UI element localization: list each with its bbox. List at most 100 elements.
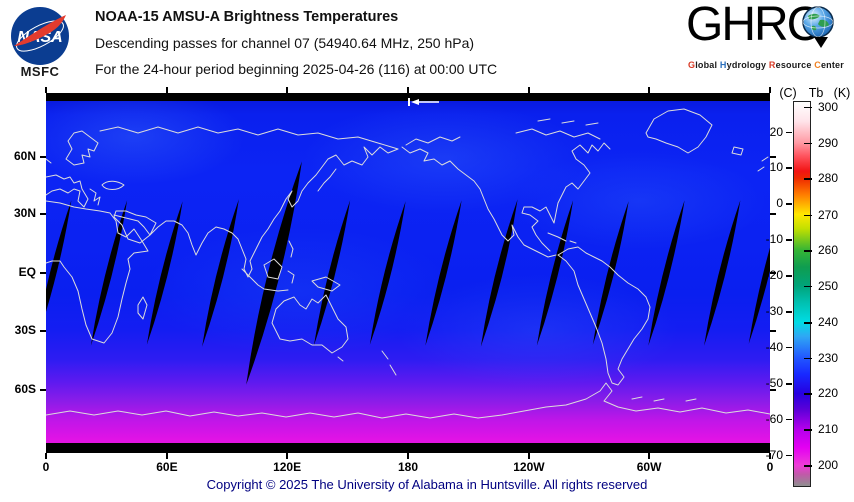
longitude-label: 60E: [156, 460, 178, 474]
colorbar: (C) Tb (K) 300 290 280 270 260 250 240 230 220 21…: [766, 86, 854, 496]
celsius-tick: [786, 311, 792, 313]
kelvin-tick: [804, 250, 812, 252]
celsius-tick: [786, 346, 792, 349]
orbit-gap: [90, 200, 128, 346]
longitude-tick: [45, 453, 47, 459]
longitude-label: 60W: [636, 460, 662, 474]
longitude-tick: [165, 87, 168, 93]
latitude-label: 30N: [13, 205, 36, 220]
longitude-tick: [165, 453, 168, 459]
latitude-tick: [40, 388, 46, 391]
latitude-tick: [770, 156, 776, 158]
latitude-tick: [40, 212, 46, 215]
orbit-gap: [313, 200, 351, 346]
orbit-gap: [704, 200, 741, 346]
celsius-tick-label: 10: [769, 160, 783, 175]
orbit-gap: [648, 200, 685, 346]
latitude-tick: [40, 329, 46, 332]
ghrc-tagline-part: R: [768, 60, 776, 70]
longitude-tick: [527, 453, 530, 459]
longitude-tick: [769, 87, 771, 93]
globe-stand-icon: [814, 37, 828, 48]
latitude-tick: [770, 212, 776, 215]
celsius-tick-label: -10: [765, 232, 783, 247]
ghrc-logo: GHRC Global Hydrology Resource Center: [686, 0, 850, 82]
latitude-label: EQ: [18, 264, 36, 279]
celsius-tick-label: -40: [765, 339, 783, 354]
orbit-gap: [748, 202, 770, 344]
kelvin-tick-label: 210: [818, 422, 839, 437]
longitude-tick: [286, 87, 289, 93]
kelvin-tick-label: 220: [818, 386, 839, 401]
ghrc-tagline-part: enter: [820, 60, 844, 70]
kelvin-tick: [804, 285, 812, 288]
map-frame: 60N 30N EQ 30S 60S 0 60E 120E 180 120W 60W 0: [14, 87, 776, 474]
kelvin-tick-label: 230: [818, 350, 839, 365]
longitude-label: 0: [766, 460, 774, 474]
kelvin-tick: [804, 322, 812, 324]
ghrc-tagline-part: G: [688, 60, 696, 70]
celsius-tick-label: -30: [765, 304, 783, 319]
longitude-tick: [286, 453, 289, 459]
kelvin-tick: [804, 106, 812, 109]
orbit-gap: [46, 200, 72, 346]
longitude-tick: [648, 453, 651, 459]
kelvin-tick: [804, 357, 812, 360]
orbit-gap: [425, 200, 462, 346]
page-subtitle-channel: Descending passes for channel 07 (54940.…: [95, 35, 475, 51]
latitude-tick: [770, 329, 776, 332]
latitude-label: 60S: [14, 381, 36, 396]
longitude-tick: [648, 87, 651, 93]
celsius-tick: [786, 239, 792, 241]
longitude-label: 120E: [273, 460, 302, 474]
longitude-label: 120W: [513, 460, 545, 474]
page-title: NOAA-15 AMSU-A Brightness Temperatures: [95, 9, 399, 25]
kelvin-tick: [804, 178, 812, 180]
orbit-gap: [592, 201, 629, 345]
celsius-tick: [786, 167, 792, 169]
ghrc-tagline-part: esource: [775, 60, 815, 70]
kelvin-tick-label: 260: [818, 243, 839, 258]
longitude-tick: [769, 453, 771, 459]
kelvin-tick: [804, 465, 812, 467]
kelvin-tick-label: 290: [818, 135, 839, 150]
longitude-tick: [407, 453, 409, 459]
celsius-tick-label: 20: [769, 124, 783, 139]
ghrc-tagline-part: lobal: [695, 60, 720, 70]
orbit-gap: [480, 199, 518, 347]
latitude-label: 60N: [13, 149, 36, 163]
kelvin-tick-label: 300: [818, 99, 839, 114]
kelvin-tick-label: 240: [818, 315, 839, 330]
celsius-tick: [786, 203, 792, 205]
celsius-tick: [786, 383, 792, 385]
longitude-label: 180: [397, 460, 419, 474]
longitude-tick: [527, 87, 530, 93]
page-subtitle-period: For the 24-hour period beginning 2025-04…: [95, 61, 498, 77]
globe-icon: [802, 6, 834, 38]
longitude-label: 0: [42, 460, 50, 474]
orbit-gap: [246, 161, 302, 385]
colorbar-kelvin-header: (K): [833, 86, 851, 100]
ghrc-tagline: Global Hydrology Resource Center: [688, 60, 850, 70]
map-overlay: [46, 108, 770, 419]
nasa-logo: NASA: [10, 6, 70, 66]
kelvin-tick-label: 200: [818, 458, 839, 473]
latitude-tick: [770, 388, 776, 391]
celsius-tick: [786, 131, 792, 134]
kelvin-tick: [804, 393, 812, 395]
kelvin-tick-label: 250: [818, 278, 839, 293]
celsius-tick: [786, 275, 792, 277]
celsius-tick: [786, 454, 792, 457]
celsius-tick-label: 0: [776, 196, 783, 211]
celsius-tick-label: -20: [765, 268, 783, 283]
ghrc-tagline-part: ydrology: [726, 60, 769, 70]
ghrc-wordmark: GHRC: [686, 0, 821, 51]
coastlines: [46, 108, 770, 419]
copyright-notice: Copyright © 2025 The University of Alaba…: [206, 477, 648, 492]
kelvin-tick: [804, 429, 812, 431]
celsius-tick-label: -60: [765, 411, 783, 426]
colorbar-tb-header: Tb: [808, 86, 824, 100]
kelvin-tick-label: 280: [818, 171, 839, 186]
orbit-gap: [202, 199, 239, 347]
